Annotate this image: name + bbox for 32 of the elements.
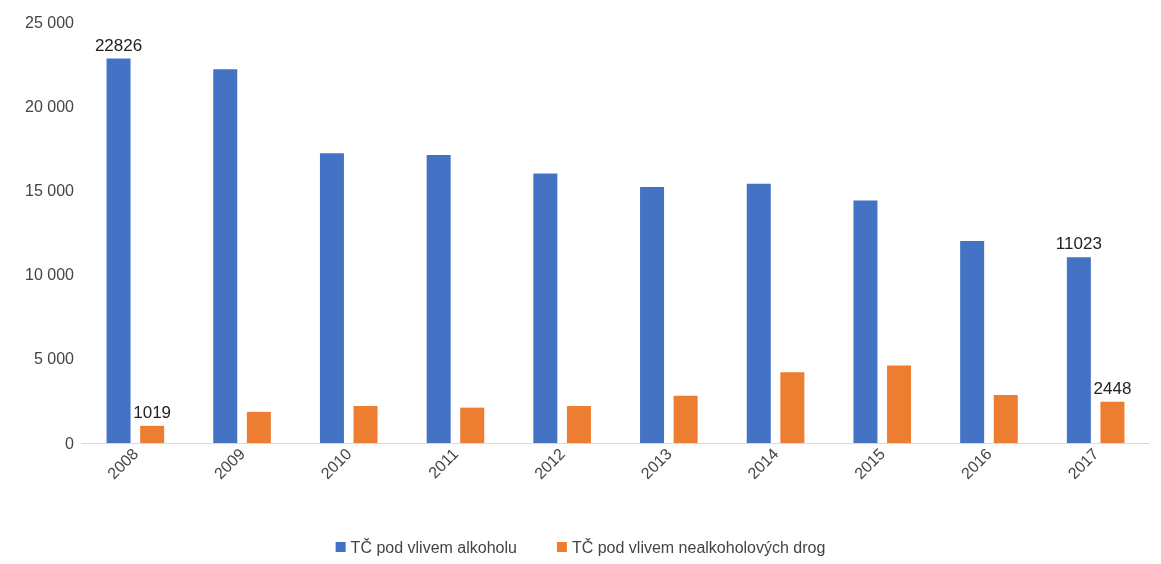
data-label: 22826 xyxy=(94,35,143,55)
bar xyxy=(140,425,165,443)
bar xyxy=(246,411,271,443)
legend-label: TČ pod vlivem alkoholu xyxy=(350,537,517,556)
bar xyxy=(533,173,558,443)
bar xyxy=(960,240,985,443)
bar xyxy=(213,69,238,443)
bar xyxy=(106,58,131,443)
y-tick-label: 20 000 xyxy=(25,97,75,115)
data-label: 1019 xyxy=(133,402,172,422)
bar xyxy=(746,183,771,443)
bar xyxy=(426,155,451,443)
y-tick-label: 0 xyxy=(65,434,75,452)
y-tick-label: 5 000 xyxy=(33,350,75,368)
bar xyxy=(887,365,912,443)
bar xyxy=(319,153,344,443)
bar xyxy=(640,187,665,443)
bar xyxy=(460,407,485,443)
bar xyxy=(673,395,698,443)
y-tick-label: 25 000 xyxy=(25,13,75,31)
data-label: 11023 xyxy=(1055,234,1102,254)
bar xyxy=(780,372,805,443)
y-tick-label: 10 000 xyxy=(25,266,75,284)
bar xyxy=(566,405,591,443)
legend-label: TČ pod vlivem nealkoholových drog xyxy=(571,537,826,556)
bar xyxy=(1100,401,1125,443)
data-label: 2448 xyxy=(1093,378,1132,398)
bar xyxy=(853,200,878,443)
bar xyxy=(1066,257,1091,443)
y-tick-label: 15 000 xyxy=(25,181,75,199)
bar xyxy=(353,405,378,443)
bar xyxy=(993,395,1018,443)
